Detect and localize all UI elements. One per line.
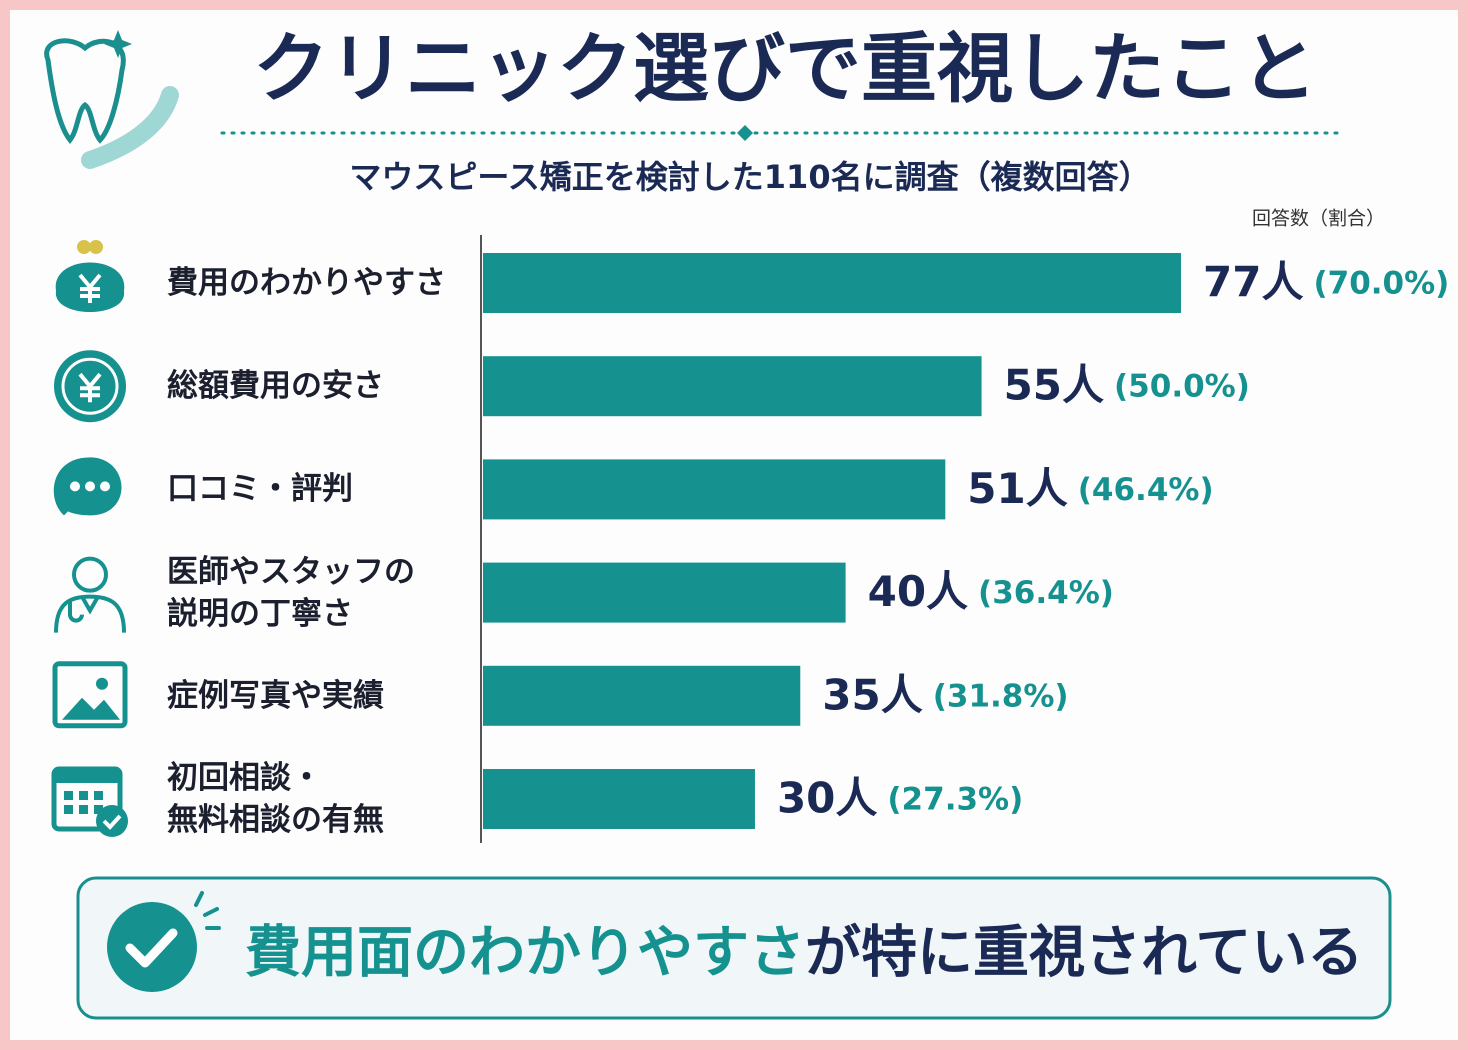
share-label: (46.4%) [1078, 472, 1214, 508]
category-label: 口コミ・評判 [167, 471, 353, 508]
panel [10, 10, 1458, 1040]
value-label: 40人 [868, 567, 968, 616]
share-label: (50.0%) [1114, 369, 1250, 405]
icon [52, 661, 128, 729]
photo-icon [52, 661, 128, 729]
bar [483, 769, 755, 829]
icon [70, 481, 80, 492]
chat-icon [53, 457, 122, 524]
icon [96, 805, 128, 837]
doctor-icon [54, 556, 126, 633]
icon [94, 805, 103, 814]
icon [64, 805, 73, 814]
value-label: 51人 [967, 464, 1067, 513]
icon [89, 240, 103, 254]
icon [85, 481, 95, 492]
icon [78, 372, 102, 403]
icon [78, 273, 102, 303]
check-mark [125, 928, 178, 968]
bar [483, 253, 1181, 313]
category-label: 費用のわかりやすさ [167, 265, 446, 301]
category-label: 医師やスタッフの 説明の丁寧さ [167, 553, 415, 632]
value-label: 30人 [777, 774, 877, 823]
value-label: 55人 [1004, 361, 1104, 410]
icon [61, 357, 119, 415]
check-icon [107, 902, 197, 992]
icon [54, 594, 126, 633]
chart-title: クリニック選びで重視したこと [253, 24, 1317, 113]
tooth-icon [44, 30, 179, 169]
unit-note: 回答数（割合） [1252, 208, 1385, 230]
purse-icon [55, 240, 125, 312]
icon [79, 791, 88, 800]
icon [100, 481, 110, 492]
bar [483, 356, 982, 417]
icon [102, 814, 122, 830]
callout-text: 費用面のわかりやすさが特に重視されている [245, 908, 1363, 989]
share-label: (70.0%) [1313, 266, 1449, 302]
calendar-icon [51, 766, 128, 837]
divider-diamond [737, 125, 753, 141]
icon [94, 791, 103, 800]
icon [96, 677, 108, 690]
callout-rest: が特に重視されている [805, 920, 1364, 986]
bar [483, 459, 946, 520]
icon [64, 791, 73, 800]
subtitle: マウスピース矯正を検討した110名に調査（複数回答） [349, 158, 1150, 196]
icon [62, 697, 120, 720]
category-label: 症例写真や実績 [167, 677, 384, 714]
check-rays [194, 891, 221, 930]
callout-highlight: 費用面のわかりやすさ [245, 920, 805, 986]
share-label: (36.4%) [978, 575, 1114, 611]
icon [72, 556, 108, 593]
bar [483, 562, 846, 623]
icon [79, 805, 88, 814]
category-label: 総額費用の安さ [167, 368, 384, 405]
share-label: (31.8%) [933, 678, 1069, 714]
share-label: (27.3%) [887, 782, 1023, 818]
callout-box [76, 876, 1392, 1020]
icon [54, 769, 120, 783]
category-label: 初回相談・ 無料相談の有無 [167, 760, 384, 838]
coin-icon [54, 350, 126, 423]
icon [77, 240, 91, 254]
bar [483, 665, 801, 726]
value-label: 35人 [822, 670, 922, 719]
value-label: 77人 [1203, 258, 1303, 307]
